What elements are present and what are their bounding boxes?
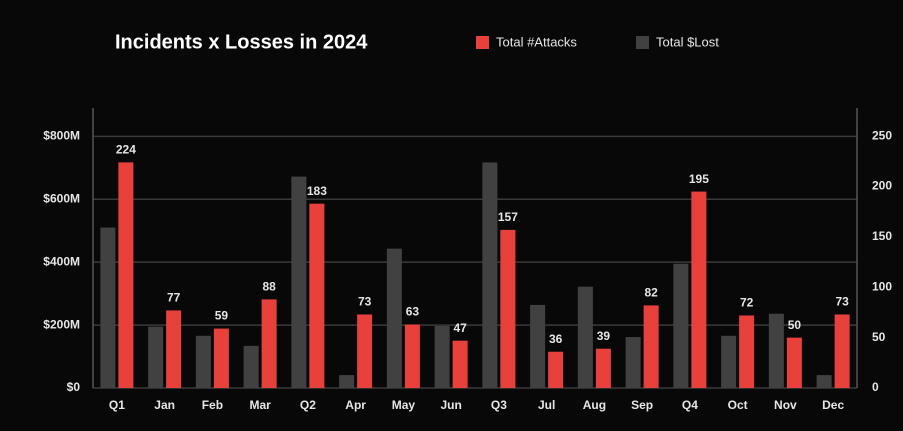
y2-tick-label: 200 [872, 179, 892, 193]
bar [786, 337, 802, 388]
y2-tick-label: 50 [872, 330, 886, 344]
legend-swatch [636, 36, 649, 49]
bar [816, 375, 832, 388]
bar [195, 335, 211, 388]
bar [213, 328, 229, 388]
bar [100, 227, 116, 388]
data-label: 183 [307, 184, 327, 198]
x-tick-label: Oct [728, 398, 748, 412]
bar [243, 345, 259, 388]
data-label: 82 [644, 286, 658, 300]
bar [309, 203, 325, 388]
x-tick-label: Apr [345, 398, 366, 412]
x-tick-label: Mar [249, 398, 271, 412]
bar [691, 191, 707, 388]
bar [434, 326, 450, 388]
x-tick-label: Q3 [491, 398, 507, 412]
x-tick-label: Q1 [109, 398, 125, 412]
x-tick-label: Jan [154, 398, 175, 412]
bar [834, 314, 850, 388]
data-label: 72 [740, 296, 754, 310]
bar [595, 348, 611, 388]
x-tick-label: Jul [538, 398, 555, 412]
legend-swatch [476, 36, 489, 49]
bar [739, 315, 755, 388]
data-label: 77 [167, 291, 181, 305]
bar [357, 314, 373, 388]
y-tick-label: $200M [43, 317, 80, 331]
data-label: 47 [453, 321, 467, 335]
y-tick-label: $0 [67, 380, 81, 394]
legend-label: Total $Lost [656, 34, 719, 49]
data-label: 73 [835, 295, 849, 309]
bar [166, 310, 182, 388]
bar [482, 162, 498, 388]
data-label: 63 [406, 305, 420, 319]
bar [768, 313, 784, 388]
y2-tick-label: 150 [872, 229, 892, 243]
y2-tick-label: 0 [872, 380, 879, 394]
bar [577, 286, 593, 388]
x-tick-label: Aug [583, 398, 606, 412]
data-label: 73 [358, 295, 372, 309]
x-tick-label: Sep [631, 398, 653, 412]
bar [261, 299, 277, 388]
y-tick-label: $600M [43, 191, 80, 205]
data-label: 59 [215, 309, 229, 323]
data-label: 39 [597, 329, 611, 343]
x-tick-label: May [392, 398, 416, 412]
bar [548, 351, 564, 388]
bar [625, 337, 641, 388]
data-label: 50 [788, 318, 802, 332]
y-tick-label: $800M [43, 128, 80, 142]
legend-label: Total #Attacks [496, 34, 577, 49]
x-tick-label: Jun [440, 398, 461, 412]
data-label: 88 [262, 280, 276, 294]
data-label: 36 [549, 332, 563, 346]
y-tick-label: $400M [43, 254, 80, 268]
x-tick-label: Q2 [300, 398, 316, 412]
bar [673, 263, 689, 388]
x-tick-label: Feb [202, 398, 223, 412]
bar [721, 335, 737, 388]
bar [500, 229, 516, 388]
x-tick-label: Q4 [682, 398, 698, 412]
bar [404, 324, 420, 388]
chart-title: Incidents x Losses in 2024 [115, 31, 368, 53]
bar [386, 248, 402, 388]
bar [339, 375, 355, 388]
bar [148, 326, 164, 388]
y2-tick-label: 100 [872, 279, 892, 293]
data-label: 157 [498, 210, 518, 224]
bar [452, 340, 468, 388]
x-tick-label: Dec [822, 398, 844, 412]
x-tick-label: Nov [774, 398, 797, 412]
bar [530, 304, 546, 388]
y2-tick-label: 250 [872, 128, 892, 142]
bar [291, 176, 307, 388]
data-label: 224 [116, 143, 136, 157]
bar [643, 305, 659, 388]
bar [118, 162, 134, 388]
data-label: 195 [689, 172, 709, 186]
